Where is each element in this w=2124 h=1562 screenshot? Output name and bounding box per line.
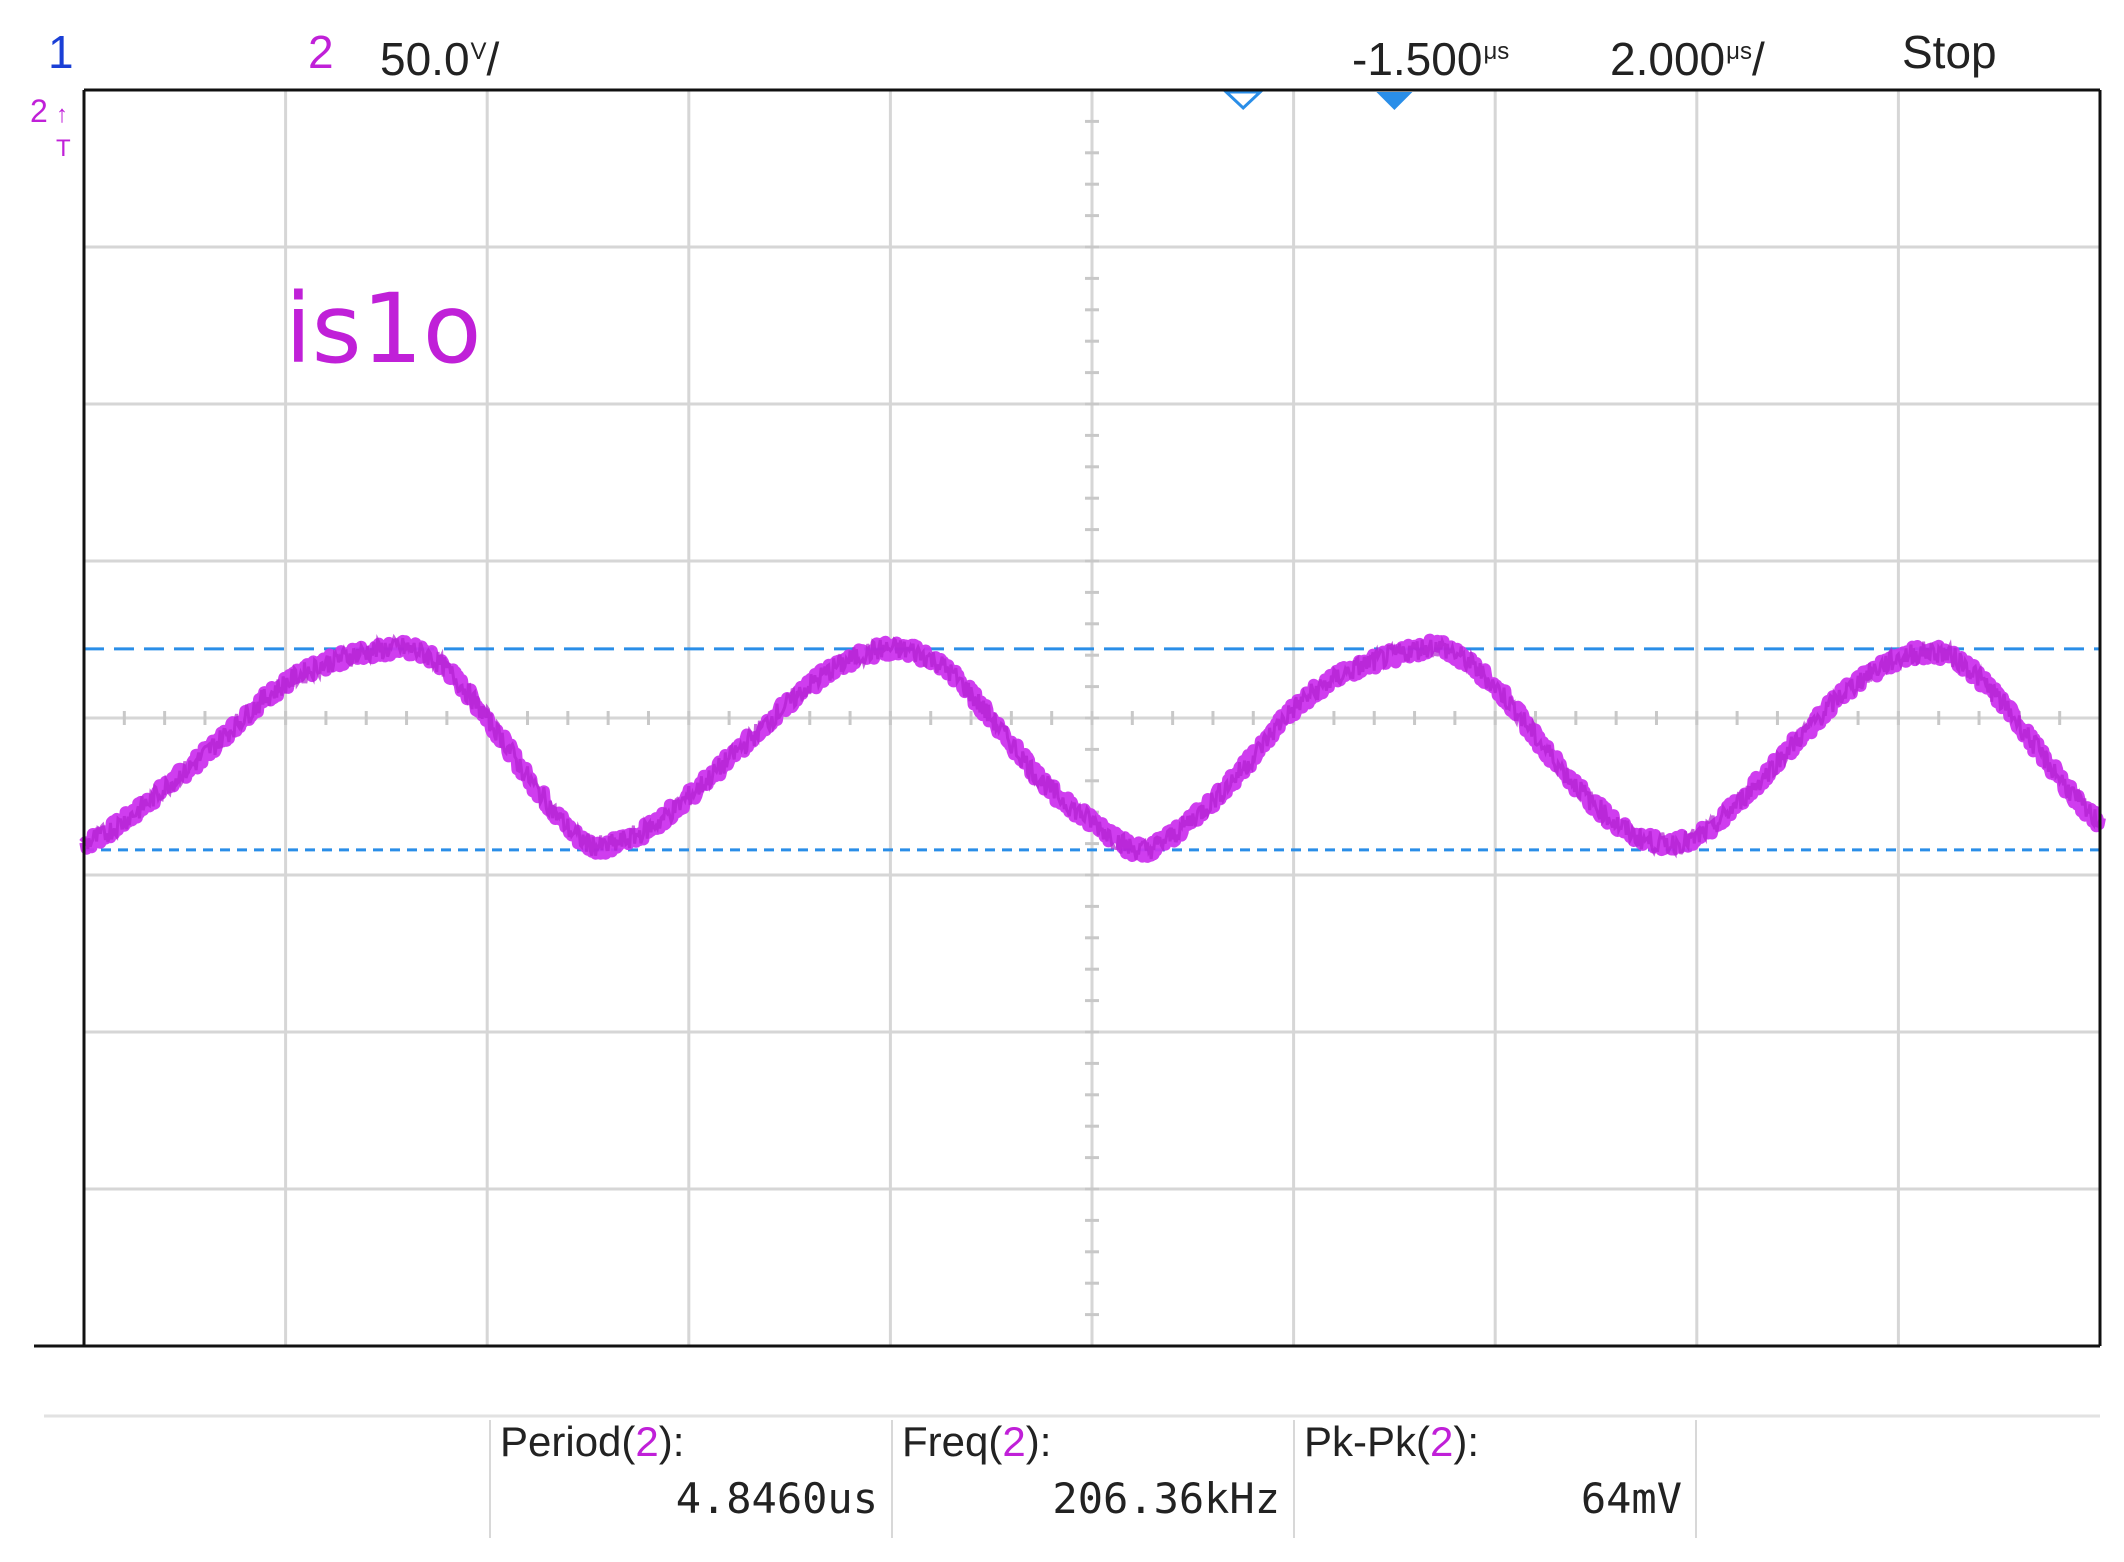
trigger-position-marker[interactable] <box>1376 92 1413 110</box>
scale-value: 50.0 <box>380 33 470 85</box>
run-stop-status[interactable]: Stop <box>1902 26 1997 78</box>
horizontal-delay[interactable]: -1.500μs <box>1352 22 1509 89</box>
marker-channel-number: 2 <box>30 93 48 129</box>
timebase-scale[interactable]: 2.000μs/ <box>1610 22 1765 89</box>
delay-unit: μs <box>1483 38 1510 65</box>
measurement-period[interactable]: Period(2): 4.8460us <box>490 1412 892 1540</box>
waveform-label: is1o <box>285 273 482 385</box>
timebase-unit: μs <box>1726 38 1752 65</box>
channel-2-ground-marker[interactable]: 2 ↑ T <box>30 93 71 162</box>
timebase-suffix: / <box>1751 33 1765 85</box>
channel-2-vertical-scale[interactable]: 50.0V/ <box>380 22 499 89</box>
measurement-frequency[interactable]: Freq(2): 206.36kHz <box>892 1412 1294 1540</box>
measurement-value: 206.36kHz <box>1052 1474 1280 1523</box>
measurement-value: 4.8460us <box>675 1474 878 1523</box>
channel-1-indicator[interactable]: 1 <box>48 26 74 78</box>
measurement-value: 64mV <box>1580 1474 1682 1523</box>
delay-value: -1.500 <box>1352 33 1483 85</box>
time-reference-marker[interactable] <box>1222 90 1264 111</box>
timebase-value: 2.000 <box>1610 33 1726 85</box>
channel-2-indicator[interactable]: 2 <box>308 26 334 78</box>
measurement-peak-to-peak[interactable]: Pk-Pk(2): 64mV <box>1294 1412 1696 1540</box>
scale-suffix: / <box>486 33 500 85</box>
measurement-separators <box>44 1414 2100 1538</box>
top-status-bar: 1 2 50.0V/ -1.500μs 2.000μs/ Stop <box>0 0 2124 90</box>
waveform-noise <box>82 633 2102 860</box>
trigger-markers[interactable] <box>1222 90 1413 111</box>
measurement-label: Pk-Pk(2): <box>1304 1418 1480 1465</box>
measurement-label: Period(2): <box>500 1418 685 1465</box>
graticule-frame <box>34 88 2102 1348</box>
trigger-level-icon: ↑ T <box>56 101 71 162</box>
channel-2-waveform <box>79 633 2106 863</box>
measurement-label: Freq(2): <box>902 1418 1052 1465</box>
graticule-axis-ticks <box>122 119 2062 1317</box>
scale-unit: V <box>470 38 487 65</box>
